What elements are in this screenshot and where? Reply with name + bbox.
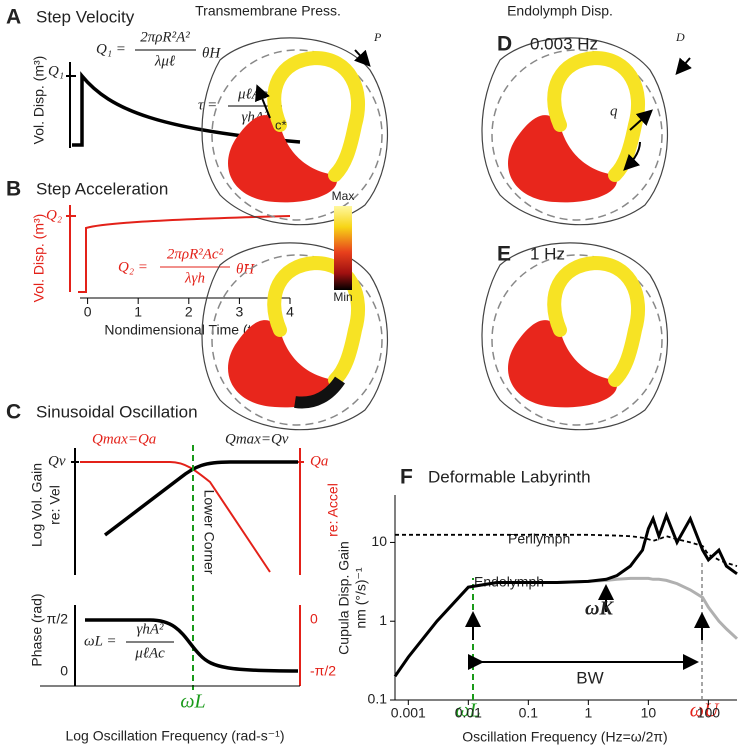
y-tick-label: 10 <box>371 533 387 549</box>
eq-lhs: τ = <box>198 97 217 113</box>
panel-label: B <box>6 178 21 201</box>
eq-den: μℓAc <box>134 645 165 661</box>
column-title: Transmembrane Press. <box>195 3 341 19</box>
frequency-label: 0.003 Hz <box>530 34 598 53</box>
x-axis-label: Log Oscillation Frequency (rad-s⁻¹) <box>65 728 284 744</box>
y-axis-label: nm (°/s)⁻¹ <box>353 567 369 629</box>
heatmap-low-region <box>294 376 345 409</box>
annotation: ωU <box>690 700 720 722</box>
annotation: P <box>373 30 382 44</box>
y2-axis-label: re: Accel <box>325 483 341 537</box>
panel-de: Transmembrane Press. Endolymph Disp. D 0… <box>195 3 692 430</box>
annotation: q <box>610 103 618 119</box>
x-tick-label: 0.01 <box>455 705 482 721</box>
arrow <box>629 109 653 131</box>
eq-lhs: Q₂ = <box>118 259 148 275</box>
panel-title: Sinusoidal Oscillation <box>36 402 198 421</box>
heatmap-image <box>482 243 667 430</box>
y-tick-label: Q₁ <box>48 63 64 79</box>
panel-label: C <box>6 401 21 424</box>
annotation: Qmax=Qv <box>225 431 289 447</box>
vel-gain-curve <box>103 460 298 537</box>
panel-label: F <box>400 466 413 489</box>
annotation: ωK <box>585 598 614 620</box>
y-axis-label: Vol. Disp. (m³) <box>31 56 47 145</box>
annotation: Lower Corner <box>201 490 217 575</box>
eq-num: 2πρR²A² <box>140 29 190 45</box>
annotation: BW <box>576 668 603 687</box>
y2-tick-label: -π/2 <box>310 663 336 679</box>
x-tick-label: 2 <box>185 304 193 320</box>
x-axis-label: Nondimensional Time (t/τ) <box>104 322 265 338</box>
series-line <box>395 533 738 567</box>
chart-title: Deformable Labyrinth <box>428 467 591 486</box>
y2-tick-label: Qa <box>310 453 328 469</box>
eq-lhs: Q₁ = <box>96 41 126 57</box>
panel-title: Step Acceleration <box>36 179 168 198</box>
heatmap-image <box>202 38 387 225</box>
annotation: ωL <box>455 700 480 722</box>
y-axis-label: re: Vel <box>47 485 63 525</box>
color-scale <box>334 206 352 290</box>
x-axis-label: Oscillation Frequency (Hz=ω/2π) <box>462 729 667 745</box>
y-axis-label: Phase (rad) <box>29 593 45 666</box>
series-label: Perilymph <box>508 531 570 547</box>
annotation: c* <box>275 117 287 132</box>
frequency-label: 1 Hz <box>530 244 565 263</box>
scale-max: Max <box>332 189 355 203</box>
y-axis-label: Log Vol. Gain <box>29 463 45 547</box>
x-tick-label: 4 <box>286 304 294 320</box>
panel-b: B Step Acceleration Vol. Disp. (m³) Q₂ N… <box>6 178 294 338</box>
y-tick-label: Q₂ <box>46 207 62 223</box>
y-tick-label: Qv <box>48 453 66 469</box>
column-title: Endolymph Disp. <box>507 3 613 19</box>
heatmap-image <box>482 38 667 225</box>
response-curve <box>78 215 291 293</box>
x-tick-label: 1 <box>584 705 592 721</box>
y-tick-label: 0 <box>60 663 68 679</box>
x-tick-label: 0.001 <box>391 705 426 721</box>
panel-c: C Sinusoidal Oscillation Qmax=Qa Qmax=Qv… <box>6 401 341 744</box>
x-tick-label: 10 <box>641 705 657 721</box>
x-tick-label: 0 <box>84 304 92 320</box>
eq-den: λγh <box>184 270 205 286</box>
panel-label: E <box>497 243 511 266</box>
x-tick-label: 100 <box>697 705 721 721</box>
x-tick-label: 1 <box>134 304 142 320</box>
eq-num: 2πρR²Ac² <box>167 246 224 262</box>
arrow <box>675 57 692 76</box>
annotation: Qmax=Qa <box>92 431 156 447</box>
accel-gain-curve <box>80 461 271 573</box>
series-line <box>393 511 738 678</box>
arrow <box>353 49 371 67</box>
eq-lhs: ωL = <box>84 633 117 649</box>
x-tick-label: 3 <box>235 304 243 320</box>
y2-tick-label: 0 <box>310 611 318 627</box>
annotation: D <box>675 30 685 44</box>
arrow <box>255 84 271 119</box>
y-tick-label: π/2 <box>47 611 69 627</box>
panel-label: D <box>497 33 512 56</box>
y-tick-label: 1 <box>379 612 387 628</box>
arrow <box>623 141 641 171</box>
panel-label: A <box>6 6 21 29</box>
panel-a: A Step Velocity Vol. Disp. (m³) Q₁ Q₁ = … <box>6 6 301 148</box>
y-axis-label: Cupula Disp. Gain <box>336 541 352 655</box>
x-marker-label: ωL <box>180 691 205 713</box>
y-axis-label: Vol. Disp. (m³) <box>31 214 47 303</box>
scale-min: Min <box>333 290 352 304</box>
eq-rhs: θ̈H <box>236 261 255 277</box>
panel-f: F Deformable Labyrinth Cupula Disp. Gain… <box>336 466 739 745</box>
x-tick-label: 0.1 <box>519 705 539 721</box>
y-tick-label: 0.1 <box>368 691 388 707</box>
eq-den: λμℓ <box>154 53 175 69</box>
panel-title: Step Velocity <box>36 7 135 26</box>
phase-curve <box>85 618 299 673</box>
eq-num: γhA² <box>136 621 164 637</box>
eq-rhs: θ̇H <box>202 45 221 61</box>
